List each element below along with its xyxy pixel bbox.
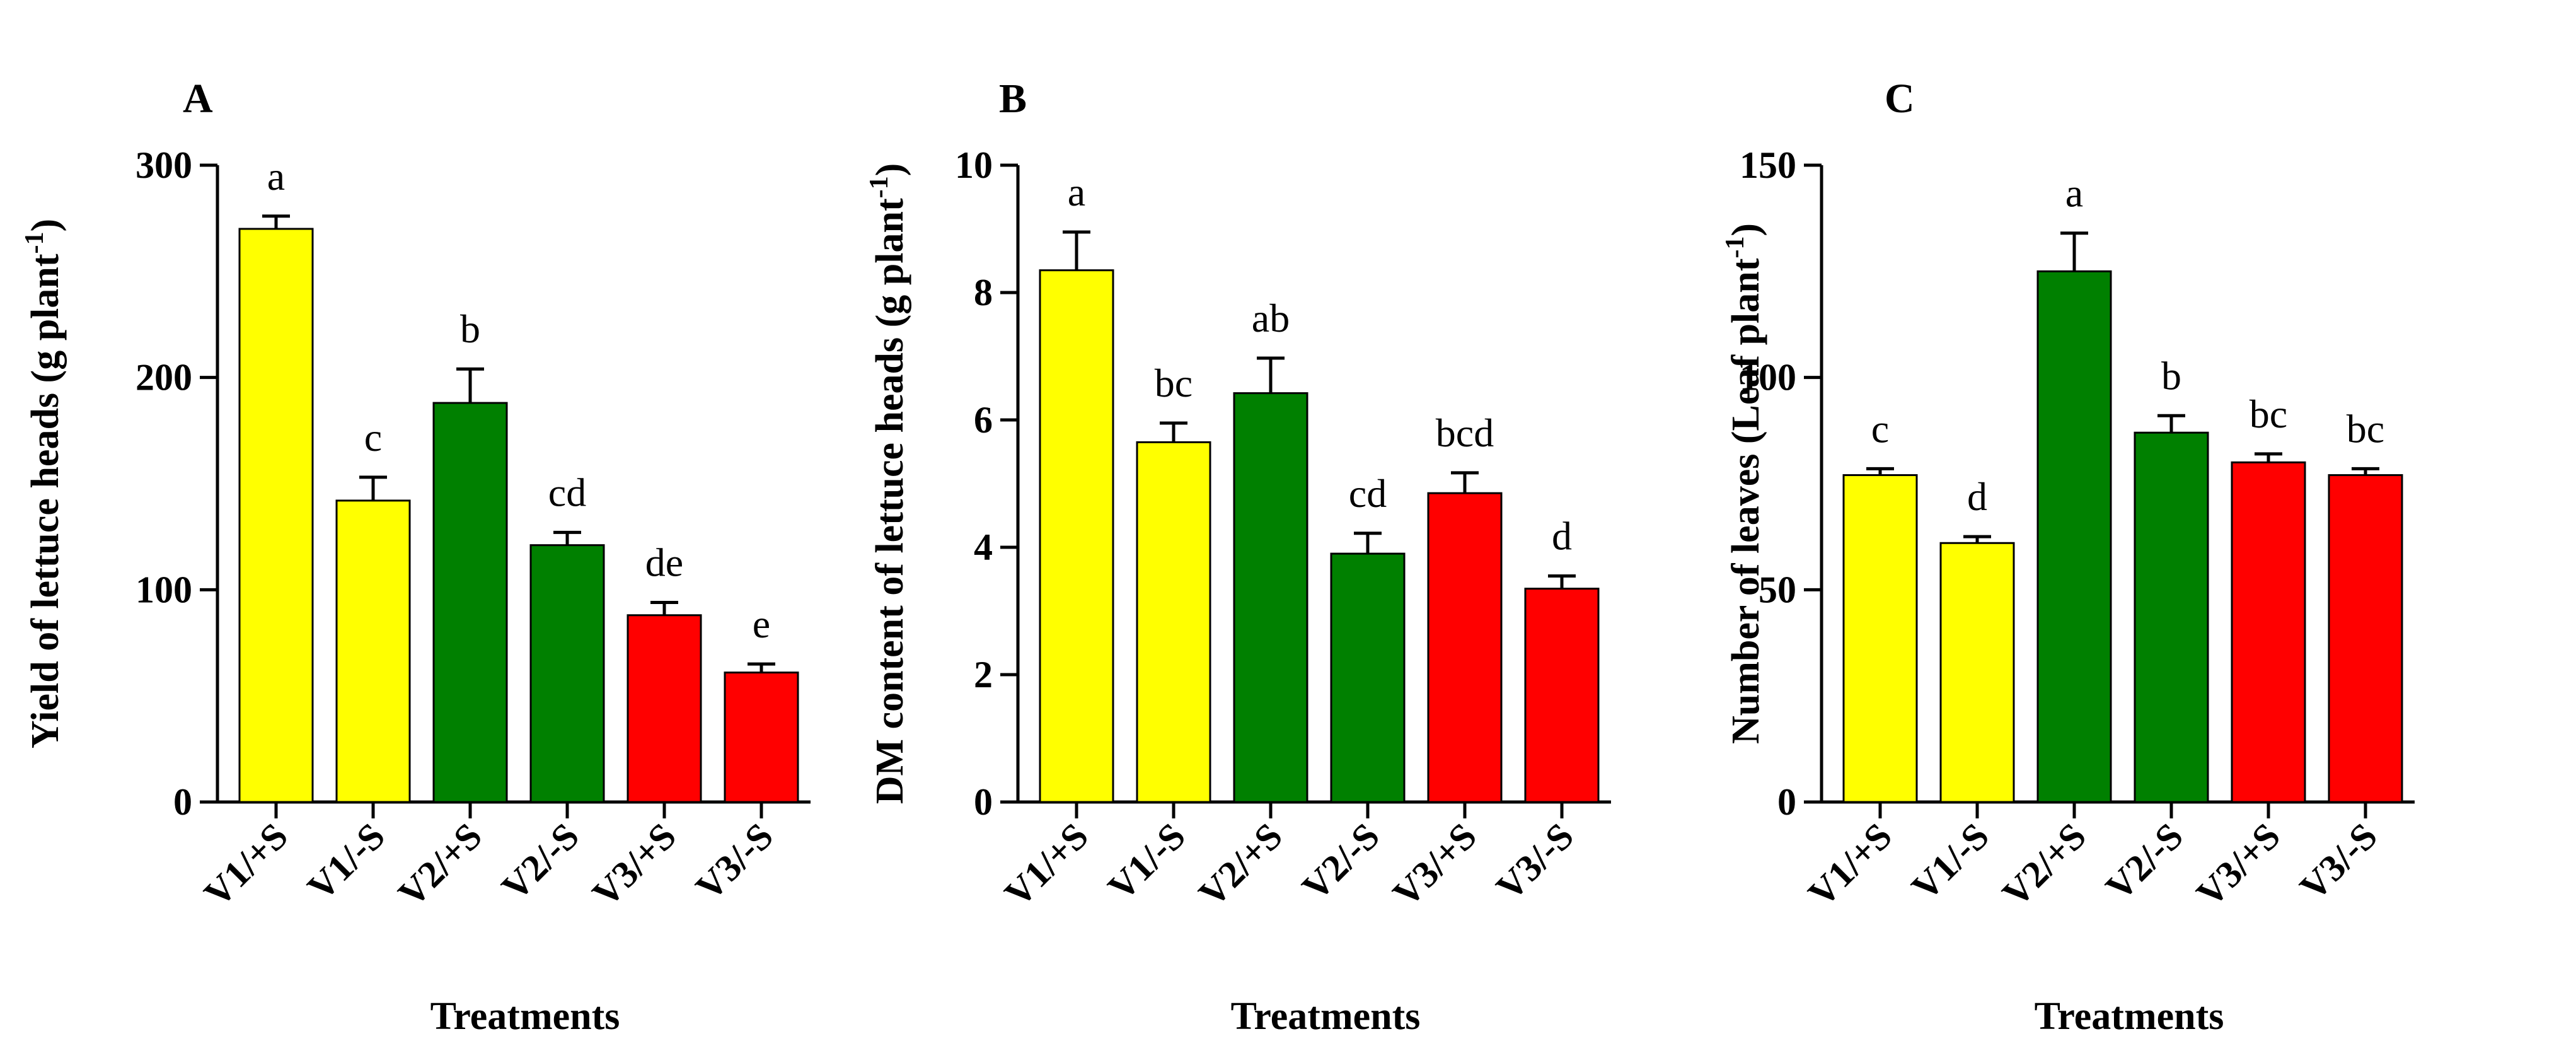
bar-V2/-S [1330,552,1406,803]
significance-letter: cd [1349,471,1387,516]
panel-c: C Number of leaves (Leaf plant-1)0 50 100 15… [1721,76,2415,1038]
y-tick-label: 0 [173,781,192,823]
y-tick-label: 100 [136,569,192,610]
significance-letter: c [364,415,382,460]
significance-letter: cd [548,470,586,514]
y-axis-label: DM content of lettuce heads (g plant-1) [865,163,911,805]
bar-V1/+S [1842,474,1918,803]
significance-letter: ab [1252,296,1290,340]
significance-letter: a [1068,170,1085,214]
bar-V2/-S [529,544,605,803]
category-label: V1/+S [196,815,296,915]
panel-a: A Yield of lettuce heads (g plant-1) 0 100 2… [20,76,811,1038]
significance-letter: b [460,306,480,351]
significance-letter: a [267,154,285,199]
bar-V3/+S [627,614,702,803]
y-tick-label: 10 [955,144,993,186]
x-axis-label: Treatments [1231,995,1421,1038]
category-label: V2/+S [1994,815,2094,915]
category-label: V3/+S [2188,815,2288,915]
bar-V3/-S [2328,474,2403,803]
panel-letter: A [183,76,213,122]
bar-V3/+S [1427,492,1503,803]
significance-letter: bc [2250,392,2287,436]
bar-V3/+S [2231,461,2306,803]
category-label: V2/+S [1191,815,1290,915]
significance-letter: a [2065,171,2083,216]
bar-V1/+S [1039,269,1114,803]
category-label: V3/-S [1488,815,1581,909]
category-label: V1/-S [1100,815,1193,909]
significance-letter: d [1967,474,1987,519]
panel-letter: C [1885,76,1915,122]
bar-V1/-S [1939,542,2015,803]
bar-V1/-S [1136,441,1211,803]
y-tick-label: 4 [974,526,993,568]
category-label: V1/-S [299,815,393,909]
y-axis-label: Yield of lettuce heads (g plant-1) [20,219,67,748]
category-label: V2/-S [2098,815,2191,909]
bar-V2/+S [2036,270,2112,803]
y-tick-label: 150 [1740,144,1796,186]
significance-letter: e [753,602,770,646]
y-tick-label: 50 [1759,569,1796,610]
category-label: V1/+S [1800,815,1900,915]
significance-letter: bc [1155,361,1193,405]
category-label: V3/-S [688,815,781,909]
bar-V1/-S [335,499,411,803]
panel-letter: B [999,76,1027,122]
category-label: V2/-S [494,815,587,909]
category-label: V3/+S [584,815,684,915]
y-tick-label: 2 [974,654,993,695]
bar-V2/+S [432,402,508,803]
significance-letter: bcd [1436,410,1494,455]
significance-letter: c [1871,406,1889,451]
significance-letter: d [1552,513,1572,558]
bar-V1/+S [238,228,314,803]
y-tick-label: 0 [1777,781,1796,823]
y-tick-label: 100 [1740,357,1796,398]
category-label: V1/-S [1903,815,1997,909]
y-axis-label: Number of leaves (Leaf plant-1) [1721,223,1767,744]
panel-b: B DM content of lettuce heads (g plant-1)… [865,76,1611,1038]
significance-letter: de [645,540,683,585]
category-label: V1/+S [996,815,1096,915]
bar-V2/-S [2134,431,2209,803]
y-tick-label: 8 [974,272,993,313]
category-label: V3/+S [1385,815,1484,915]
category-label: V2/-S [1294,815,1387,909]
y-tick-label: 6 [974,399,993,441]
y-tick-label: 200 [136,357,192,398]
significance-letter: b [2161,353,2181,398]
category-label: V2/+S [390,815,490,915]
x-axis-label: Treatments [430,995,620,1038]
y-tick-label: 300 [136,144,192,186]
bar-V3/-S [724,671,799,803]
bar-V2/+S [1233,392,1308,803]
x-axis-label: Treatments [2035,995,2224,1038]
bar-V3/-S [1524,588,1600,803]
category-label: V3/-S [2292,815,2385,909]
y-tick-label: 0 [974,781,993,823]
significance-letter: bc [2347,406,2384,451]
